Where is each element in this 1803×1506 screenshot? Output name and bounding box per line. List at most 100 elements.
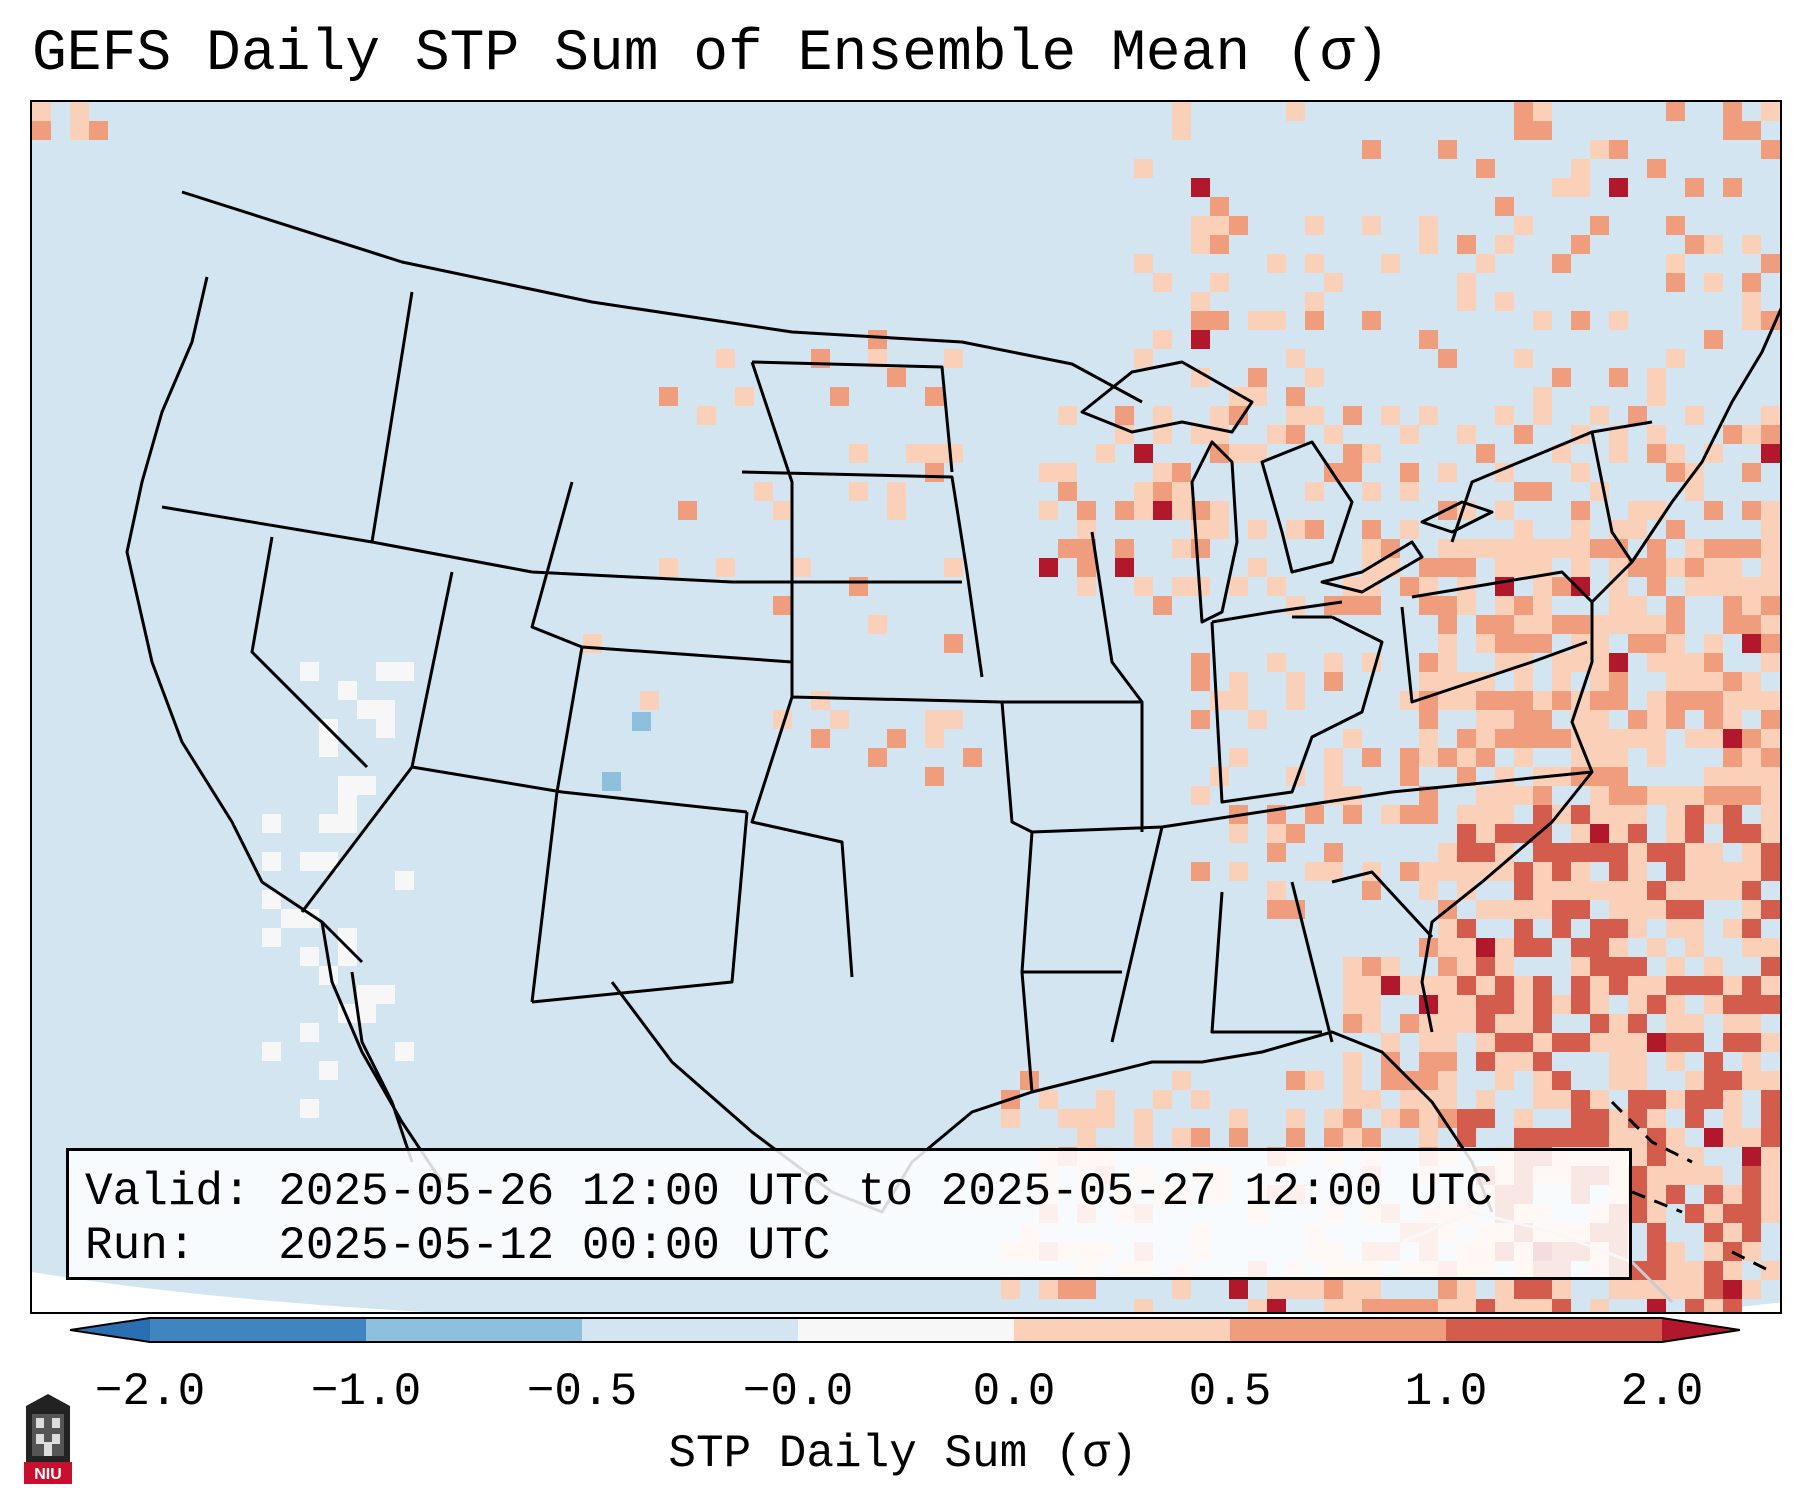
stp-cell xyxy=(1666,1090,1685,1109)
stp-cell xyxy=(1590,786,1609,805)
stp-cell xyxy=(583,634,602,653)
stp-cell xyxy=(1533,729,1552,748)
stp-cell xyxy=(1324,843,1343,862)
stp-cell xyxy=(1552,843,1571,862)
stp-cell xyxy=(1609,444,1628,463)
stp-cell xyxy=(1476,159,1495,178)
stp-cell xyxy=(1438,843,1457,862)
stp-cell xyxy=(1628,1090,1647,1109)
east-coast xyxy=(1420,307,1780,1033)
stp-cell xyxy=(1590,995,1609,1014)
stp-cell xyxy=(1571,653,1590,672)
stp-cell xyxy=(1514,1299,1533,1312)
stp-cell xyxy=(1628,824,1647,843)
stp-cell xyxy=(1533,102,1552,121)
stp-cell xyxy=(1457,1280,1476,1299)
stp-cell xyxy=(1590,406,1609,425)
stp-cell xyxy=(1742,121,1761,140)
stp-cell xyxy=(1153,596,1172,615)
stp-cell xyxy=(262,1042,281,1061)
stp-cell xyxy=(1533,900,1552,919)
stp-cell xyxy=(1761,710,1780,729)
stp-cell xyxy=(1419,748,1438,767)
stp-cell xyxy=(1590,976,1609,995)
stp-cell xyxy=(1647,1090,1666,1109)
stp-cell xyxy=(319,814,338,833)
stp-cell xyxy=(1685,862,1704,881)
stp-cell xyxy=(1495,843,1514,862)
stp-cell xyxy=(1742,501,1761,520)
stp-cell xyxy=(1723,178,1742,197)
stp-cell xyxy=(1628,520,1647,539)
stp-cell xyxy=(1723,121,1742,140)
stp-cell xyxy=(1552,729,1571,748)
stp-cell xyxy=(1248,558,1267,577)
stp-cell xyxy=(1704,1204,1723,1223)
stp-cell xyxy=(1780,235,1782,254)
stp-cell xyxy=(1780,824,1782,843)
stp-cell xyxy=(1666,995,1685,1014)
stp-cell xyxy=(1343,1280,1362,1299)
stp-cell xyxy=(1666,710,1685,729)
stp-cell xyxy=(1666,805,1685,824)
stp-cell xyxy=(1723,102,1742,121)
stp-cell xyxy=(1552,919,1571,938)
stp-cell xyxy=(1552,691,1571,710)
stp-cell xyxy=(1495,634,1514,653)
stp-cell xyxy=(1514,1128,1533,1147)
stp-cell xyxy=(1476,1299,1495,1312)
stp-cell xyxy=(1590,767,1609,786)
stp-cell xyxy=(1533,1014,1552,1033)
stp-cell xyxy=(1495,862,1514,881)
stp-cell xyxy=(1742,577,1761,596)
stp-cell xyxy=(1723,786,1742,805)
stp-cell xyxy=(1609,919,1628,938)
stp-cell xyxy=(1438,672,1457,691)
stp-cell xyxy=(1685,653,1704,672)
stp-cell xyxy=(1704,330,1723,349)
stp-cell xyxy=(1685,843,1704,862)
stp-cell xyxy=(1780,1014,1782,1033)
stp-cell xyxy=(1571,881,1590,900)
stp-cell xyxy=(1495,596,1514,615)
stp-cell xyxy=(1685,881,1704,900)
stp-cell xyxy=(1780,368,1782,387)
stp-cell xyxy=(1761,729,1780,748)
stp-cell xyxy=(1229,577,1248,596)
stp-cell xyxy=(1571,463,1590,482)
stp-cell xyxy=(1742,1033,1761,1052)
stp-cell xyxy=(1419,216,1438,235)
stp-cell xyxy=(1552,1090,1571,1109)
stp-cell xyxy=(319,852,338,871)
colorbar-bin-2 xyxy=(366,1318,582,1342)
stp-cell xyxy=(1742,1280,1761,1299)
stp-cell xyxy=(1381,1109,1400,1128)
stp-cell xyxy=(1571,824,1590,843)
stp-cell xyxy=(1647,444,1666,463)
stp-cell xyxy=(1552,577,1571,596)
stp-cell xyxy=(1742,1014,1761,1033)
stp-cell xyxy=(1742,1147,1761,1166)
stp-cell xyxy=(1229,1109,1248,1128)
stp-cell xyxy=(1780,1280,1782,1299)
stp-cell xyxy=(1609,577,1628,596)
stp-cell xyxy=(1533,691,1552,710)
stp-cell xyxy=(1780,615,1782,634)
stp-cell xyxy=(1742,1128,1761,1147)
stp-cell xyxy=(1609,311,1628,330)
stp-cell xyxy=(1723,425,1742,444)
stp-cell xyxy=(1780,463,1782,482)
stp-cell xyxy=(1248,710,1267,729)
stp-cell xyxy=(1077,558,1096,577)
stp-cell xyxy=(1533,1033,1552,1052)
stp-cell xyxy=(1552,862,1571,881)
stp-cell xyxy=(1495,805,1514,824)
stp-cell xyxy=(1514,938,1533,957)
stp-cell xyxy=(1229,691,1248,710)
stp-cell xyxy=(338,776,357,795)
stp-cell xyxy=(1704,805,1723,824)
stp-cell xyxy=(1761,254,1780,273)
stp-cell xyxy=(1552,805,1571,824)
stp-cell xyxy=(1761,786,1780,805)
stp-cell xyxy=(1476,748,1495,767)
